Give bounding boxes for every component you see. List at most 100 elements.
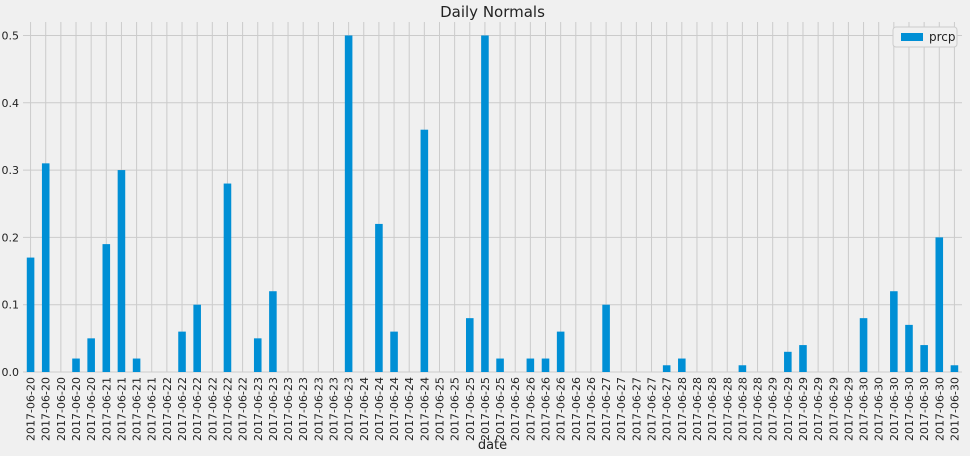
x-tick-label: 2017-06-25 bbox=[449, 377, 462, 441]
legend-box bbox=[892, 26, 958, 48]
bar bbox=[344, 35, 353, 372]
x-tick-label: 2017-06-23 bbox=[297, 377, 310, 441]
x-tick-label: 2017-06-26 bbox=[555, 377, 568, 441]
x-tick-label: 2017-06-25 bbox=[433, 377, 446, 441]
x-tick-label: 2017-06-22 bbox=[237, 377, 250, 441]
bar bbox=[420, 129, 429, 372]
x-tick-label: 2017-06-29 bbox=[782, 377, 795, 441]
x-tick-label: 2017-06-30 bbox=[933, 377, 946, 441]
bar bbox=[193, 304, 201, 372]
x-tick-label: 2017-06-26 bbox=[585, 377, 598, 441]
bar bbox=[678, 358, 686, 372]
x-tick-label: 2017-06-23 bbox=[282, 377, 295, 441]
bar bbox=[738, 365, 747, 372]
x-tick-label: 2017-06-21 bbox=[100, 377, 113, 441]
x-tick-label: 2017-06-22 bbox=[206, 377, 219, 441]
x-tick-label: 2017-06-20 bbox=[40, 377, 53, 441]
x-tick-label: 2017-06-28 bbox=[721, 377, 734, 441]
y-tick-label: 0.3 bbox=[2, 164, 20, 177]
y-tick-label: 0.5 bbox=[2, 29, 20, 42]
bar bbox=[602, 304, 610, 372]
x-tick-label: 2017-06-30 bbox=[903, 377, 916, 441]
x-axis-ticks: 2017-06-20 2017-06-20 2017-06-20 2017-06-20… bbox=[25, 377, 962, 441]
x-tick-label: 2017-06-23 bbox=[343, 377, 356, 441]
bar bbox=[556, 331, 565, 372]
x-tick-label: 2017-06-30 bbox=[888, 377, 901, 441]
x-tick-label: 2017-06-21 bbox=[146, 377, 159, 441]
bar-series-prcp bbox=[26, 35, 959, 372]
x-tick-label: 2017-06-28 bbox=[706, 377, 719, 441]
x-tick-label: 2017-06-27 bbox=[646, 377, 659, 441]
x-tick-label: 2017-06-26 bbox=[509, 377, 522, 441]
x-tick-label: 2017-06-25 bbox=[464, 377, 477, 441]
bar bbox=[662, 365, 671, 372]
y-tick-label: 0.1 bbox=[2, 299, 20, 312]
x-tick-label: 2017-06-29 bbox=[827, 377, 840, 441]
x-tick-label: 2017-06-29 bbox=[767, 377, 780, 441]
x-tick-label: 2017-06-30 bbox=[858, 377, 871, 441]
x-tick-label: 2017-06-23 bbox=[267, 377, 280, 441]
bar bbox=[859, 318, 868, 372]
bar bbox=[26, 257, 35, 372]
y-tick-label: 0.0 bbox=[2, 366, 20, 379]
x-tick-label: 2017-06-25 bbox=[494, 377, 507, 441]
plot-area bbox=[23, 22, 962, 372]
x-tick-label: 2017-06-26 bbox=[570, 377, 583, 441]
y-tick-label: 0.4 bbox=[2, 97, 20, 110]
bar bbox=[890, 291, 898, 372]
x-axis-label: date bbox=[478, 438, 507, 453]
x-tick-label: 2017-06-20 bbox=[85, 377, 98, 441]
legend: prcp bbox=[892, 26, 958, 48]
x-tick-label: 2017-06-24 bbox=[418, 377, 431, 441]
x-tick-label: 2017-06-20 bbox=[25, 377, 38, 441]
bar bbox=[799, 345, 807, 372]
bar bbox=[784, 351, 792, 372]
bar bbox=[102, 244, 111, 372]
bar bbox=[223, 183, 232, 372]
chart-title: Daily Normals bbox=[440, 3, 545, 21]
x-tick-label: 2017-06-23 bbox=[327, 377, 340, 441]
x-tick-label: 2017-06-30 bbox=[873, 377, 886, 441]
legend-label-prcp: prcp bbox=[929, 30, 956, 44]
x-tick-label: 2017-06-20 bbox=[70, 377, 83, 441]
x-tick-label: 2017-06-29 bbox=[812, 377, 825, 441]
x-tick-label: 2017-06-27 bbox=[600, 377, 613, 441]
bar bbox=[481, 35, 489, 372]
x-tick-label: 2017-06-30 bbox=[948, 377, 961, 441]
x-tick-label: 2017-06-26 bbox=[524, 377, 537, 441]
y-tick-label: 0.2 bbox=[2, 231, 20, 244]
legend-swatch-prcp bbox=[901, 33, 923, 41]
x-tick-label: 2017-06-20 bbox=[55, 377, 68, 441]
x-tick-label: 2017-06-24 bbox=[388, 377, 401, 441]
bar bbox=[935, 237, 944, 372]
bar bbox=[269, 291, 277, 372]
bar bbox=[920, 345, 928, 372]
x-tick-label: 2017-06-26 bbox=[540, 377, 553, 441]
bar bbox=[950, 365, 959, 372]
x-tick-label: 2017-06-28 bbox=[691, 377, 704, 441]
bar bbox=[41, 163, 50, 372]
bar bbox=[253, 338, 262, 372]
bar bbox=[375, 223, 383, 372]
bar bbox=[541, 358, 550, 372]
bar bbox=[132, 358, 141, 372]
x-tick-label: 2017-06-25 bbox=[479, 377, 492, 441]
x-tick-label: 2017-06-22 bbox=[161, 377, 174, 441]
x-tick-label: 2017-06-21 bbox=[131, 377, 144, 441]
x-tick-label: 2017-06-27 bbox=[615, 377, 628, 441]
x-tick-label: 2017-06-29 bbox=[842, 377, 855, 441]
x-tick-label: 2017-06-22 bbox=[191, 377, 204, 441]
x-tick-label: 2017-06-22 bbox=[176, 377, 189, 441]
x-tick-label: 2017-06-23 bbox=[312, 377, 325, 441]
bar bbox=[905, 324, 913, 372]
x-tick-label: 2017-06-23 bbox=[252, 377, 265, 441]
bar bbox=[178, 331, 186, 372]
x-tick-label: 2017-06-30 bbox=[918, 377, 931, 441]
x-tick-label: 2017-06-27 bbox=[661, 377, 674, 441]
bar bbox=[117, 170, 126, 372]
y-axis-ticks: 0.0 0.1 0.2 0.3 0.4 0.5 bbox=[2, 29, 20, 379]
x-tick-label: 2017-06-27 bbox=[630, 377, 643, 441]
bar bbox=[390, 331, 398, 372]
x-tick-label: 2017-06-29 bbox=[797, 377, 810, 441]
